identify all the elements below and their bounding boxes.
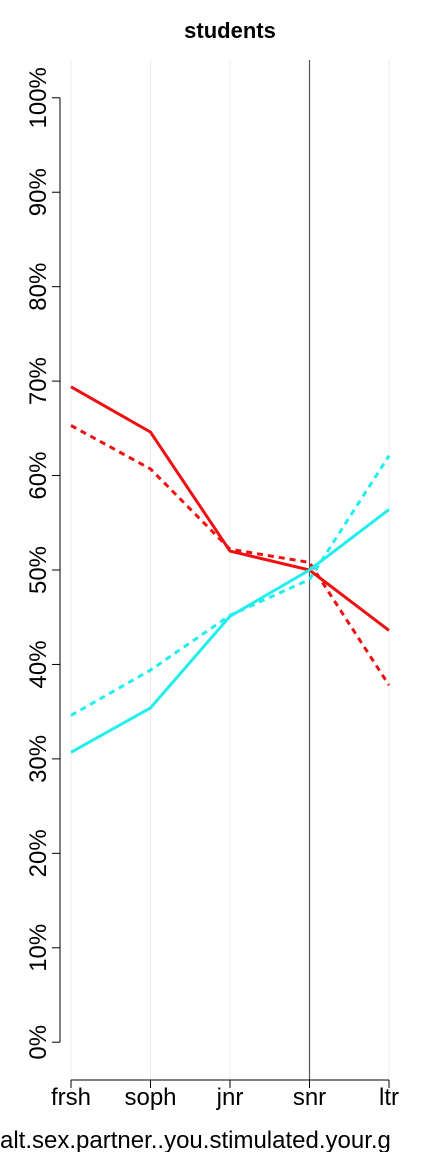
y-tick-label: 80% (25, 263, 52, 311)
y-tick-label: 100% (25, 67, 52, 128)
y-tick-label: 30% (25, 735, 52, 783)
y-tick-label: 50% (25, 546, 52, 594)
x-tick-label: frsh (51, 1084, 91, 1111)
series-line (70, 385, 390, 632)
x-tick-label: soph (124, 1084, 176, 1111)
y-tick-label: 20% (25, 829, 52, 877)
x-tick-label: jnr (216, 1084, 244, 1111)
series-line (70, 424, 391, 687)
y-tick-label: 0% (25, 1025, 52, 1060)
y-tick-label: 60% (25, 452, 52, 500)
x-axis-label: alt.sex.partner..you.stimulated.your.g (0, 1127, 391, 1152)
y-tick-label: 90% (25, 168, 52, 216)
y-tick-label: 70% (25, 357, 52, 405)
series-line (70, 454, 391, 717)
y-tick-label: 10% (25, 924, 52, 972)
x-tick-label: snr (293, 1084, 326, 1111)
y-tick-label: 40% (25, 640, 52, 688)
chart-title: students (184, 18, 276, 43)
x-tick-label: ltr (379, 1084, 399, 1111)
